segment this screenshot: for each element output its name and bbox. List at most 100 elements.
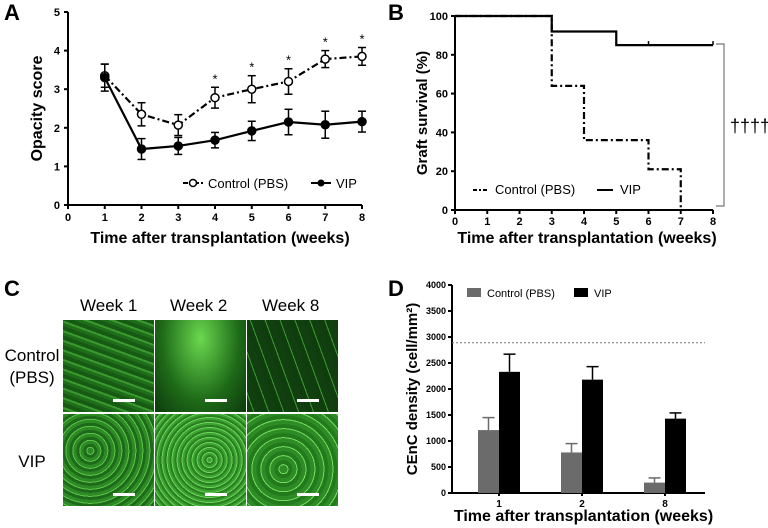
b-x-tick-label: 3 xyxy=(549,216,555,228)
a-x-tick-label: 0 xyxy=(65,212,71,224)
a-x-tick-label: 8 xyxy=(359,212,365,224)
panel-label-b: B xyxy=(388,0,404,25)
a-significance-marker: * xyxy=(359,32,364,47)
scale-bar xyxy=(205,493,227,496)
scale-bar xyxy=(205,399,227,402)
d-bar-control xyxy=(644,482,665,493)
micrograph-vip-week8 xyxy=(247,414,338,506)
a-data-point xyxy=(210,135,220,145)
b-significance-bracket xyxy=(716,43,725,207)
b-y-tick-label: 80 xyxy=(436,50,448,62)
a-data-point xyxy=(173,141,183,151)
d-y-tick-label: 500 xyxy=(431,462,446,472)
a-x-axis-label: Time after transplantation (weeks) xyxy=(90,230,349,247)
d-y-tick-label: 1500 xyxy=(426,410,446,420)
d-y-tick-label: 3500 xyxy=(426,306,446,316)
a-data-point xyxy=(136,144,147,154)
a-legend-label-vip: VIP xyxy=(336,176,357,191)
d-y-tick-label: 3000 xyxy=(426,332,446,342)
d-x-axis-label: Time after transplantation (weeks) xyxy=(454,508,713,525)
b-y-tick-label: 0 xyxy=(442,205,448,217)
panel-label-d: D xyxy=(388,276,404,301)
a-y-tick-label: 4 xyxy=(54,46,61,58)
a-data-point xyxy=(357,116,367,127)
micrograph-control-week8 xyxy=(247,320,338,412)
column-title-week1: Week 1 xyxy=(80,296,138,315)
d-y-tick-label: 2000 xyxy=(426,384,446,394)
d-bar-control xyxy=(561,452,582,493)
d-legend-label-control: Control (PBS) xyxy=(487,288,555,300)
b-x-tick-label: 8 xyxy=(710,216,716,228)
b-y-tick-label: 100 xyxy=(430,11,448,23)
a-data-point xyxy=(320,54,330,64)
d-x-tick-label: 2 xyxy=(579,499,585,510)
d-bar-vip xyxy=(665,418,686,493)
panel-label-a: A xyxy=(4,0,20,25)
a-data-point xyxy=(100,72,110,83)
a-x-tick-label: 1 xyxy=(102,212,108,224)
b-survival-curve-control xyxy=(455,14,682,210)
a-data-point xyxy=(210,92,220,103)
micrograph-control-week2 xyxy=(155,320,246,412)
micrograph-vip-week1 xyxy=(63,414,154,506)
a-legend-marker-vip xyxy=(317,179,325,187)
a-legend-marker-control xyxy=(188,178,198,188)
b-x-tick-label: 0 xyxy=(452,216,458,228)
b-y-tick-label: 60 xyxy=(436,89,448,101)
a-y-tick-label: 0 xyxy=(54,200,60,212)
a-y-tick-label: 3 xyxy=(54,84,60,96)
panel-label-c: C xyxy=(4,276,20,301)
a-data-point xyxy=(283,117,294,127)
b-legend-label-control: Control (PBS) xyxy=(495,182,575,197)
scale-bar xyxy=(113,399,135,402)
a-y-tick-label: 5 xyxy=(54,7,60,19)
a-x-tick-label: 4 xyxy=(212,212,219,224)
a-y-axis-label: Opacity score xyxy=(29,55,46,161)
d-bar-control xyxy=(478,430,499,493)
a-significance-marker: * xyxy=(249,60,254,75)
b-x-tick-label: 5 xyxy=(613,216,619,228)
b-significance-marker: †††† xyxy=(730,116,768,136)
a-x-tick-label: 5 xyxy=(249,212,255,224)
d-y-tick-label: 0 xyxy=(441,488,446,498)
a-data-point xyxy=(357,51,367,62)
d-bar-vip xyxy=(582,379,603,493)
b-x-tick-label: 4 xyxy=(581,216,588,228)
column-title-week2: Week 2 xyxy=(170,296,228,315)
a-y-tick-label: 2 xyxy=(54,123,60,135)
b-x-tick-label: 1 xyxy=(484,216,490,228)
a-x-tick-label: 3 xyxy=(175,212,181,224)
d-x-tick-label: 1 xyxy=(496,499,502,510)
a-data-point xyxy=(136,109,147,120)
b-x-tick-label: 7 xyxy=(678,216,684,228)
a-legend-label-control: Control (PBS) xyxy=(208,176,288,191)
a-x-tick-label: 6 xyxy=(285,212,291,224)
a-data-point xyxy=(247,84,257,94)
scale-bar xyxy=(297,493,319,496)
a-x-tick-label: 2 xyxy=(138,212,144,224)
row-label-control: Control (PBS) xyxy=(4,346,60,387)
b-y-tick-label: 40 xyxy=(436,127,448,139)
a-series-line-vip xyxy=(103,77,363,151)
micrograph-control-week1 xyxy=(63,320,154,412)
a-data-point xyxy=(173,120,183,130)
d-legend-swatch-vip xyxy=(574,288,588,297)
b-x-tick-label: 2 xyxy=(516,216,522,228)
micrograph-vip-week2 xyxy=(155,414,246,506)
d-y-axis-label: CEnC density (cell/mm²) xyxy=(404,303,421,476)
b-x-axis-label: Time after transplantation (weeks) xyxy=(457,230,716,247)
column-title-week8: Week 8 xyxy=(262,296,320,315)
d-y-tick-label: 1000 xyxy=(426,436,446,446)
a-significance-marker: * xyxy=(286,53,291,68)
d-legend-swatch-control xyxy=(467,288,481,297)
scale-bar xyxy=(297,399,319,402)
a-data-point xyxy=(247,126,257,136)
b-legend-label-vip: VIP xyxy=(620,182,641,197)
row-label-vip: VIP xyxy=(18,452,46,471)
b-survival-curve-vip xyxy=(455,14,713,47)
a-data-point xyxy=(283,76,294,87)
scale-bar xyxy=(113,493,135,496)
b-y-tick-label: 20 xyxy=(436,166,448,178)
